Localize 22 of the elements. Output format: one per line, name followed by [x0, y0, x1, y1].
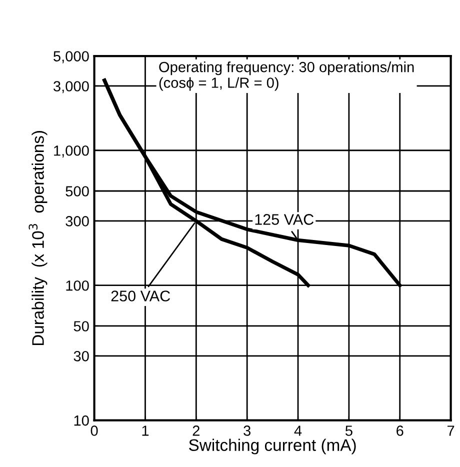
- y-tick-label: 500: [66, 186, 89, 196]
- y-tick-label: 50: [74, 321, 89, 332]
- x-tick-label: 1: [142, 426, 149, 436]
- y-tick-label: 1,000: [54, 145, 89, 158]
- y-tick-label: 3,000: [54, 81, 89, 94]
- y-tick-label: 10: [74, 415, 89, 426]
- x-tick-label: 7: [447, 426, 454, 436]
- text: 250 VAC: [111, 290, 170, 302]
- x-tick-label: 0: [90, 426, 98, 436]
- x-tick-label: 3: [244, 426, 250, 436]
- x-tick-label: 4: [294, 426, 302, 436]
- x-tick-label: 2: [192, 426, 200, 436]
- x-tick-label: 5: [345, 426, 352, 436]
- y-tick-label: 300: [66, 216, 89, 226]
- y-axis-title: Durability (x 10$^{3}$ operations): [28, 130, 48, 346]
- y-tick-label: 30: [74, 351, 89, 362]
- y-tick-label: 5,000: [54, 51, 89, 64]
- y-tick-label: 100: [66, 280, 89, 291]
- x-tick-label: 6: [396, 426, 404, 436]
- annotation: Operating frequency: 30 operations/min (cosϕ = 1, L/R = 0): [159, 62, 414, 91]
- x-axis-title: Switching current (mA): [189, 438, 356, 454]
- series-label: 125 VAC: [255, 214, 314, 225]
